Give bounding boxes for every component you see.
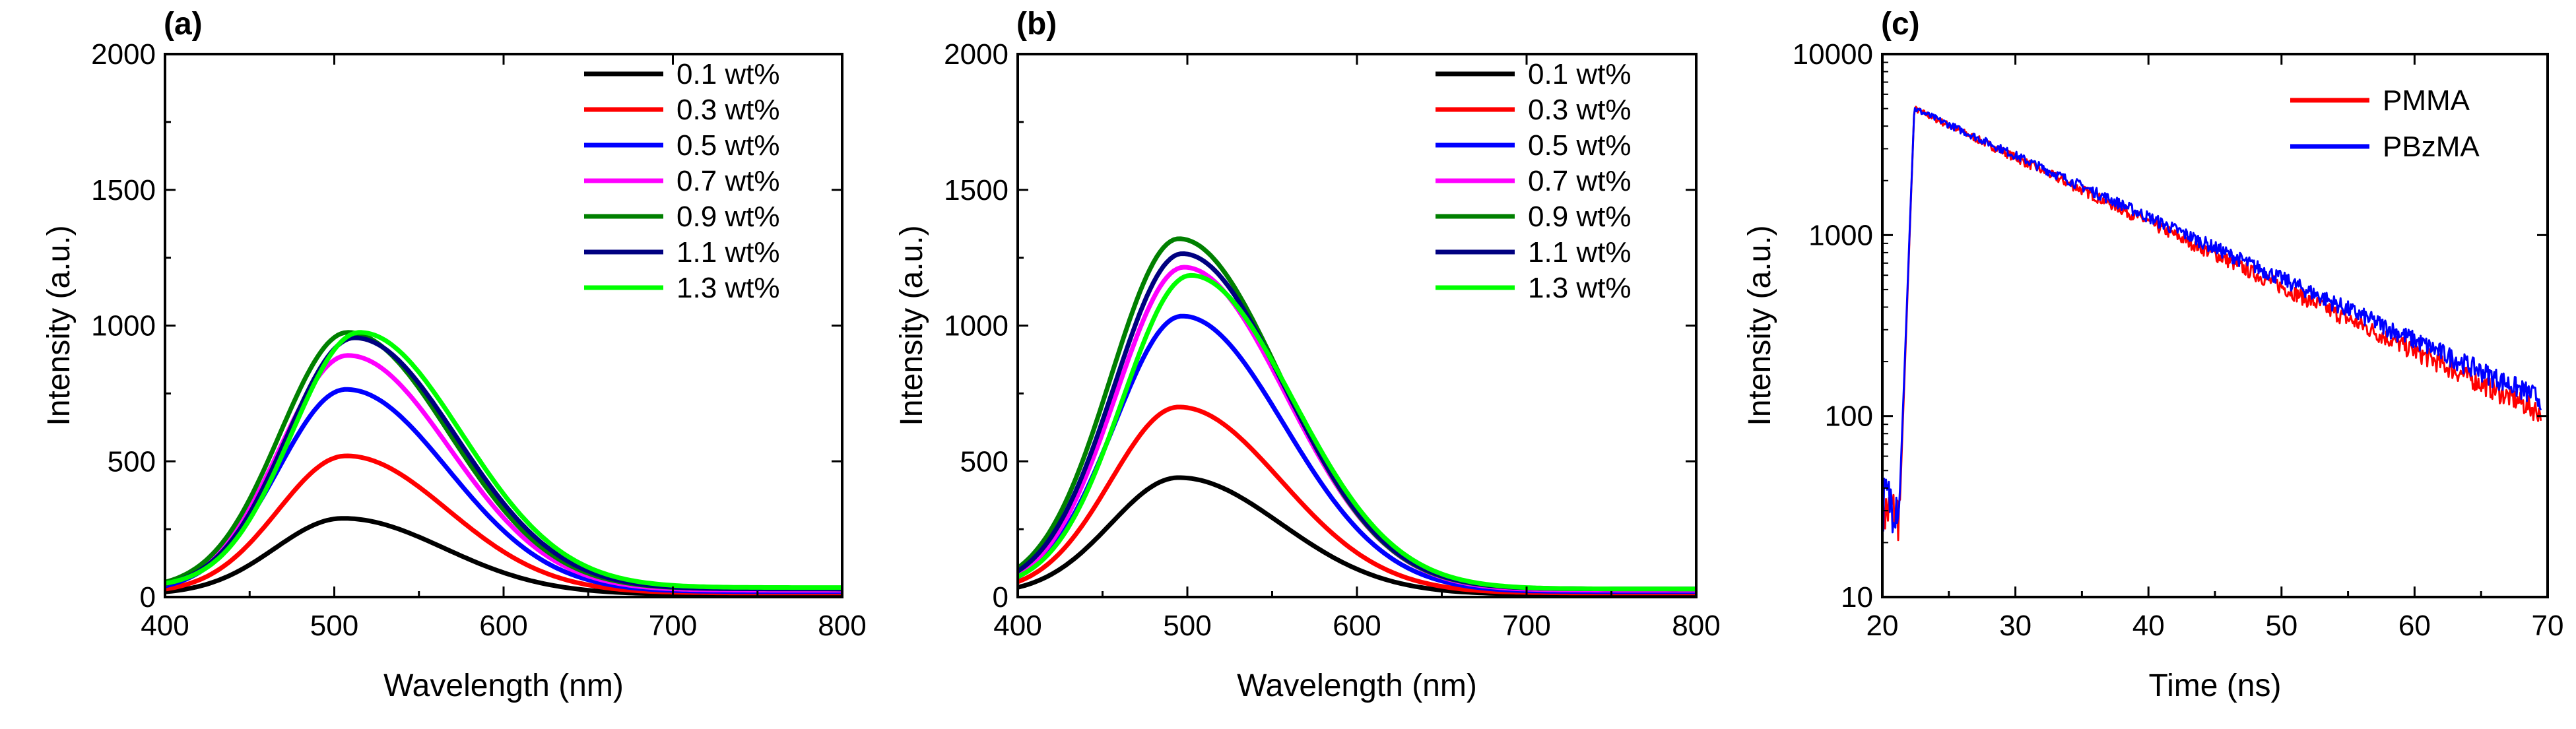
- x-tick-label: 400: [993, 610, 1041, 642]
- x-tick-label: 700: [1502, 610, 1550, 642]
- y-axis-title: Intensity (a.u.): [1742, 225, 1777, 426]
- legend-label: 0.9 wt%: [1528, 201, 1632, 233]
- y-tick-label: 0: [140, 581, 156, 614]
- series-line-0.3wt: [1016, 404, 1696, 596]
- x-tick-label: 600: [1333, 610, 1381, 642]
- legend-label: 0.1 wt%: [1528, 58, 1632, 90]
- legend-label: 1.3 wt%: [1528, 272, 1632, 304]
- panel-a: 400 500 600 700 800 0 500 1000 1500 2000 Wavelengt…: [42, 7, 867, 703]
- x-tick-label: 600: [479, 610, 527, 642]
- series-line-PBzMA: [1881, 107, 2542, 534]
- y-tick-label: 2000: [91, 38, 156, 71]
- x-tick-label: 20: [1866, 610, 1899, 642]
- legend-label: 0.7 wt%: [1528, 165, 1632, 197]
- panel-c: 20 30 40 50 60 70 10 100 1000 10000 Time (ns) Inten…: [1742, 7, 2563, 703]
- legend-label: 1.1 wt%: [1528, 236, 1632, 269]
- x-tick-label: 30: [1999, 610, 2031, 642]
- series-line-0.1wt: [1017, 475, 1696, 597]
- x-tick-label: 50: [2265, 610, 2297, 642]
- legend-label: 0.5 wt%: [1528, 129, 1632, 162]
- x-axis-title: Wavelength (nm): [383, 668, 624, 703]
- series-line-0.7wt: [1016, 265, 1696, 593]
- legend-label: 1.1 wt%: [677, 236, 780, 269]
- legend-label: 1.3 wt%: [677, 272, 780, 304]
- legend-label: 0.3 wt%: [1528, 94, 1632, 126]
- x-tick-label: 500: [1163, 610, 1211, 642]
- x-tick-label: 400: [141, 610, 189, 642]
- legend-label: 0.9 wt%: [677, 201, 780, 233]
- y-axis-title: Intensity (a.u.): [42, 225, 77, 426]
- legend-label: PBzMA: [2383, 131, 2480, 163]
- x-tick-label: 70: [2532, 610, 2564, 642]
- series-line-1.3wt: [164, 330, 842, 590]
- legend-label: 0.3 wt%: [677, 94, 780, 126]
- x-tick-label: 500: [310, 610, 358, 642]
- y-tick-label: 2000: [944, 38, 1008, 71]
- x-tick-label: 60: [2398, 610, 2431, 642]
- y-tick-label: 1000: [91, 310, 156, 342]
- series-line-1.3wt: [1016, 272, 1696, 592]
- legend-label: 0.7 wt%: [677, 165, 780, 197]
- x-axis-title: Time (ns): [2149, 668, 2282, 703]
- x-tick-label: 800: [1672, 610, 1720, 642]
- y-tick-label: 1000: [944, 310, 1008, 342]
- x-tick-label: 40: [2132, 610, 2165, 642]
- y-tick-label: 1500: [944, 174, 1008, 206]
- y-tick-label: 1500: [91, 174, 156, 206]
- y-tick-label: 0: [993, 581, 1008, 614]
- panel-b: 400 500 600 700 800 0 500 1000 1500 2000 Wavelengt…: [894, 7, 1721, 703]
- series-line-PMMA: [1881, 106, 2542, 545]
- legend-label: PMMA: [2383, 84, 2470, 117]
- y-tick-label: 1000: [1808, 219, 1873, 251]
- y-tick-label: 100: [1825, 400, 1873, 433]
- panel-label: (b): [1016, 7, 1057, 42]
- y-tick-label: 10000: [1793, 38, 1873, 71]
- panel-label: (c): [1881, 7, 1920, 42]
- y-tick-label: 500: [108, 445, 156, 478]
- x-axis-title: Wavelength (nm): [1237, 668, 1477, 703]
- legend-label: 0.5 wt%: [677, 129, 780, 162]
- y-tick-label: 500: [960, 445, 1008, 478]
- y-tick-label: 10: [1841, 581, 1873, 614]
- y-axis-title: Intensity (a.u.): [894, 225, 929, 426]
- panel-label: (a): [164, 7, 203, 42]
- x-tick-label: 800: [818, 610, 866, 642]
- legend-label: 0.1 wt%: [677, 58, 780, 90]
- x-tick-label: 700: [649, 610, 697, 642]
